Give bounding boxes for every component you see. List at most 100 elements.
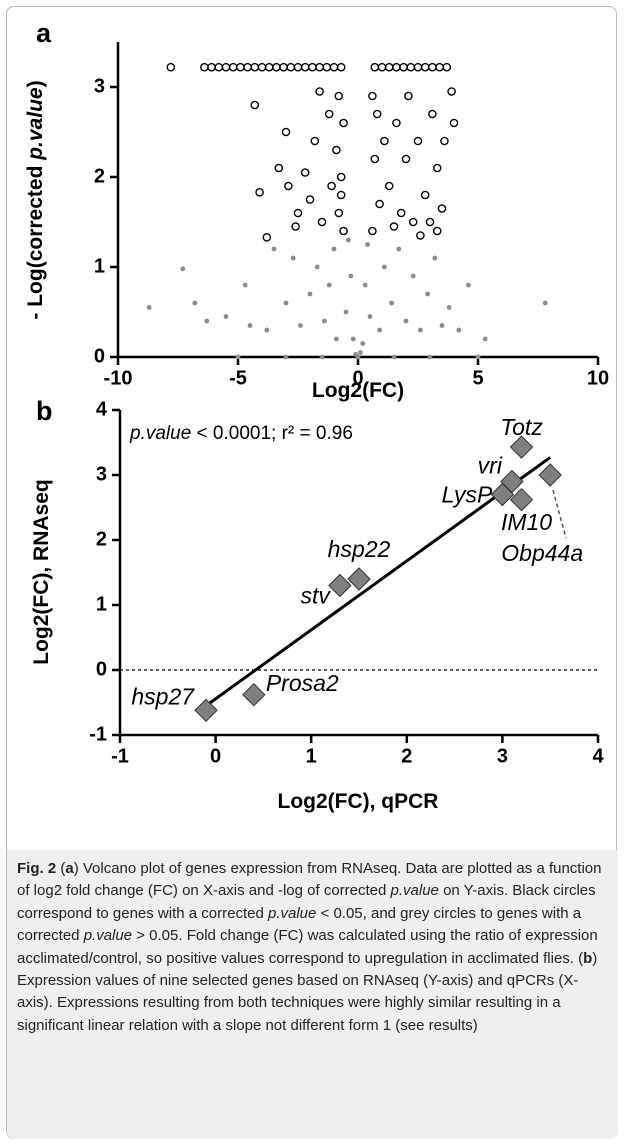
point	[432, 163, 442, 173]
y-tick-label: 4	[96, 398, 108, 420]
point	[221, 62, 231, 72]
figure: a Log2(FC) - Log(corrected p.value) b Lo…	[24, 18, 609, 813]
point	[446, 305, 452, 310]
point	[272, 62, 281, 72]
point	[482, 336, 488, 342]
point	[300, 62, 310, 72]
x-tick-label: -10	[104, 367, 133, 389]
y-tick-label: -1	[89, 723, 107, 745]
point	[375, 199, 384, 209]
point	[329, 62, 339, 72]
point	[380, 136, 389, 146]
y-axis-label-part: p.value	[24, 87, 47, 161]
point	[439, 323, 445, 328]
point	[255, 187, 264, 197]
point	[355, 354, 361, 360]
point	[207, 62, 216, 72]
point	[413, 136, 423, 146]
point	[437, 204, 447, 213]
point	[346, 237, 351, 243]
point	[324, 109, 334, 119]
point	[428, 62, 437, 72]
caption-text: p.value	[83, 927, 133, 945]
point	[334, 336, 339, 342]
point-label: Prosa2	[266, 670, 339, 696]
point	[146, 305, 152, 310]
point	[327, 181, 336, 191]
x-tick-label: 0	[210, 745, 221, 767]
y-tick-label: 1	[94, 255, 105, 277]
point	[392, 118, 401, 128]
caption-text: < 0.05, and grey circles to genes with a…	[17, 904, 582, 945]
point	[286, 62, 296, 72]
point	[247, 323, 253, 328]
point	[347, 567, 371, 591]
point	[331, 246, 337, 252]
caption-text: > 0.05. Fold change (FC) was calculated …	[17, 927, 598, 967]
point	[274, 163, 284, 173]
point	[326, 282, 332, 288]
point	[538, 463, 562, 487]
point	[283, 354, 289, 360]
point	[370, 154, 380, 164]
caption-text: Fig. 2	[17, 860, 57, 877]
caption-text: ) Expression values of nine selected gen…	[17, 949, 598, 1034]
point-label: stv	[300, 583, 331, 609]
x-tick-label: 3	[497, 745, 508, 767]
point	[284, 181, 293, 191]
point	[334, 91, 344, 101]
x-tick-label: 2	[401, 745, 412, 767]
point	[319, 354, 325, 360]
point	[343, 309, 349, 315]
point	[389, 300, 394, 306]
point	[236, 62, 245, 72]
point	[440, 136, 449, 146]
point	[166, 62, 176, 72]
point	[223, 314, 229, 319]
x-axis-label: Log2(FC), qPCR	[278, 790, 439, 813]
panel-label: a	[36, 18, 52, 48]
point-label: hsp22	[328, 536, 391, 562]
y-tick-label: 3	[94, 75, 105, 97]
annotation-part: p.value	[129, 423, 191, 444]
point	[428, 109, 437, 119]
x-tick-label: -5	[229, 367, 247, 389]
point	[401, 154, 411, 164]
point	[403, 318, 409, 324]
point	[399, 62, 408, 72]
point	[425, 291, 430, 297]
point	[406, 62, 416, 72]
point	[293, 208, 303, 218]
point	[322, 318, 327, 324]
point	[370, 62, 380, 72]
point	[214, 62, 224, 72]
point	[408, 217, 418, 227]
point	[420, 62, 430, 72]
point	[391, 354, 397, 360]
y-tick-label: 0	[96, 658, 107, 680]
x-tick-label: 5	[472, 367, 483, 389]
point	[500, 469, 524, 494]
point	[262, 232, 272, 242]
point	[310, 136, 320, 146]
x-axis-label: Log2(FC)	[312, 379, 404, 402]
x-tick-label: 10	[587, 367, 609, 389]
point	[336, 62, 346, 72]
point	[314, 264, 320, 270]
point	[250, 100, 260, 110]
label-connector	[552, 489, 567, 539]
point	[307, 291, 313, 297]
point	[447, 87, 456, 96]
fit-line	[205, 456, 552, 707]
point	[427, 354, 433, 360]
point	[243, 62, 252, 72]
y-axis-label: - Log(corrected p.value)	[24, 80, 47, 319]
y-tick-label: 0	[94, 345, 105, 367]
point	[291, 222, 300, 231]
caption-text: on Y-axis. Black circles correspond to g…	[17, 882, 596, 922]
caption-text: p.value	[267, 904, 317, 922]
point	[389, 222, 399, 231]
point	[334, 208, 344, 218]
point	[194, 698, 218, 723]
point	[367, 314, 373, 319]
